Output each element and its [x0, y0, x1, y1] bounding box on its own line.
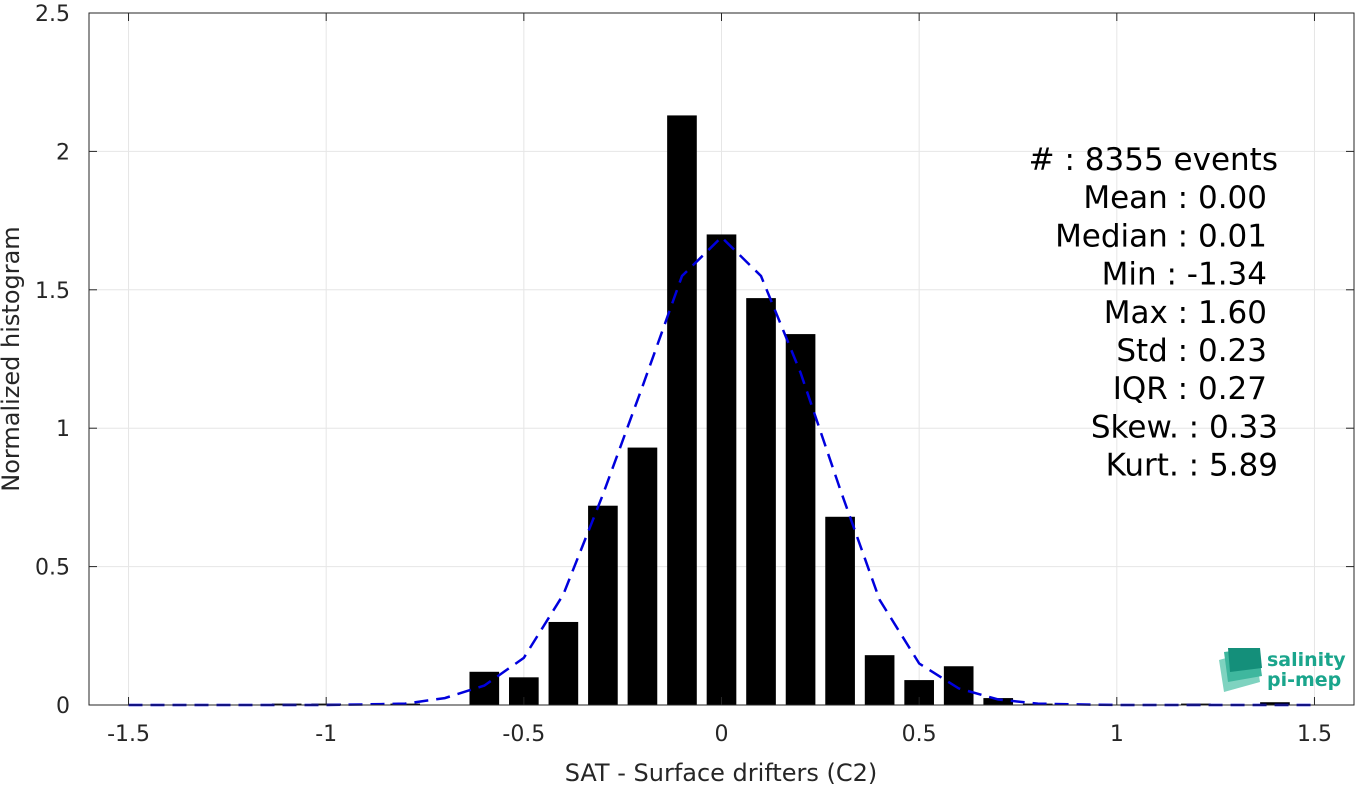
axis-ticks: -1.5 -1 -0.5 0 0.5 1 1.5 0 0.5 1 1.5 2 2.5: [35, 2, 1354, 747]
histogram-bar-16: [746, 298, 776, 705]
histogram-bar-17: [785, 334, 816, 705]
stat-line-6: IQR : 0.27: [1113, 371, 1267, 407]
y-tick-label-3: 1.5: [35, 279, 70, 304]
logo-text-line1: salinity: [1267, 649, 1346, 671]
y-tick-label-2: 1: [56, 417, 70, 442]
histogram-bar-18: [825, 516, 855, 705]
x-tick-label-5: 1: [1110, 722, 1124, 747]
logo-text-line2: pi-mep: [1267, 669, 1341, 691]
y-tick-label-5: 2.5: [35, 2, 70, 27]
stat-line-2: Median : 0.01: [1055, 218, 1267, 254]
y-tick-label-0: 0: [56, 694, 70, 719]
x-tick-label-6: 1.5: [1297, 722, 1332, 747]
stat-line-1: Mean : 0.00: [1083, 180, 1267, 216]
histogram-bar-15: [706, 234, 737, 705]
stat-line-7: Skew. : 0.33: [1091, 409, 1278, 445]
histogram-bars: [271, 115, 1290, 705]
logo-wave-icon: [1219, 648, 1262, 692]
stat-line-3: Min : -1.34: [1102, 257, 1267, 293]
histogram-bar-11: [548, 621, 579, 705]
x-tick-label-1: -1: [315, 722, 337, 747]
histogram-bar-12: [588, 505, 618, 705]
histogram-bar-21: [943, 666, 974, 705]
histogram-bar-19: [864, 655, 895, 705]
histogram-bar-13: [627, 447, 658, 705]
x-tick-label-0: -1.5: [107, 722, 150, 747]
x-tick-label-3: 0: [715, 722, 729, 747]
x-tick-label-4: 0.5: [902, 722, 937, 747]
histogram-bar-9: [469, 671, 500, 705]
histogram-bar-29: [1260, 702, 1290, 705]
stat-line-8: Kurt. : 5.89: [1106, 448, 1278, 484]
y-tick-label-1: 0.5: [35, 556, 70, 581]
histogram-bar-14: [667, 115, 697, 705]
salinity-pi-mep-logo: salinity pi-mep: [1219, 648, 1346, 692]
histogram-bar-22: [983, 698, 1014, 705]
stat-line-4: Max : 1.60: [1104, 295, 1267, 331]
y-tick-label-4: 2: [56, 140, 70, 165]
stat-line-0: # : 8355 events: [1029, 142, 1278, 178]
x-tick-label-2: -0.5: [502, 722, 545, 747]
stat-line-5: Std : 0.23: [1116, 333, 1267, 369]
y-axis-title: Normalized histogram: [0, 226, 25, 491]
x-axis-title: SAT - Surface drifters (C2): [565, 759, 878, 785]
